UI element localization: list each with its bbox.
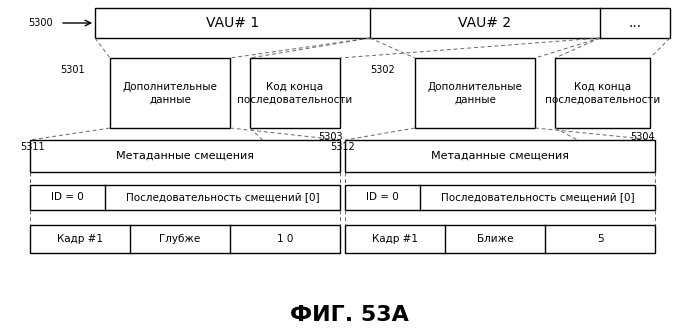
Text: Глубже: Глубже — [159, 234, 201, 244]
Text: 5312: 5312 — [330, 142, 355, 152]
Bar — [345, 225, 655, 253]
Text: 5304: 5304 — [630, 132, 655, 142]
Text: Метаданные смещения: Метаданные смещения — [116, 151, 254, 161]
Text: 5311: 5311 — [20, 142, 45, 152]
Bar — [30, 225, 340, 253]
Text: 5301: 5301 — [60, 65, 85, 75]
Bar — [250, 58, 340, 128]
Text: Метаданные смещения: Метаданные смещения — [431, 151, 569, 161]
Text: Последовательность смещений [0]: Последовательность смещений [0] — [126, 192, 319, 202]
Text: 5303: 5303 — [318, 132, 343, 142]
Text: Ближе: Ближе — [477, 234, 513, 244]
Text: 5300: 5300 — [28, 18, 52, 28]
Text: VAU# 2: VAU# 2 — [459, 16, 512, 30]
Bar — [345, 140, 655, 172]
Bar — [110, 58, 230, 128]
Text: ...: ... — [628, 16, 642, 30]
Bar — [95, 8, 670, 38]
Bar — [345, 185, 655, 210]
Text: Код конца
последовательности: Код конца последовательности — [238, 82, 352, 104]
Bar — [415, 58, 535, 128]
Text: Последовательность смещений [0]: Последовательность смещений [0] — [440, 192, 634, 202]
Text: Кадр #1: Кадр #1 — [57, 234, 103, 244]
Text: 1 0: 1 0 — [277, 234, 293, 244]
Text: VAU# 1: VAU# 1 — [206, 16, 259, 30]
Text: ФИГ. 53А: ФИГ. 53А — [289, 305, 408, 325]
Text: Дополнительные
данные: Дополнительные данные — [122, 82, 217, 104]
Bar — [30, 185, 340, 210]
Text: Дополнительные
данные: Дополнительные данные — [428, 82, 522, 104]
Bar — [555, 58, 650, 128]
Text: Код конца
последовательности: Код конца последовательности — [545, 82, 660, 104]
Text: 5302: 5302 — [370, 65, 395, 75]
Bar — [30, 140, 340, 172]
Text: Кадр #1: Кадр #1 — [372, 234, 418, 244]
Text: 5: 5 — [597, 234, 603, 244]
Text: ID = 0: ID = 0 — [366, 192, 399, 202]
Text: ID = 0: ID = 0 — [51, 192, 84, 202]
